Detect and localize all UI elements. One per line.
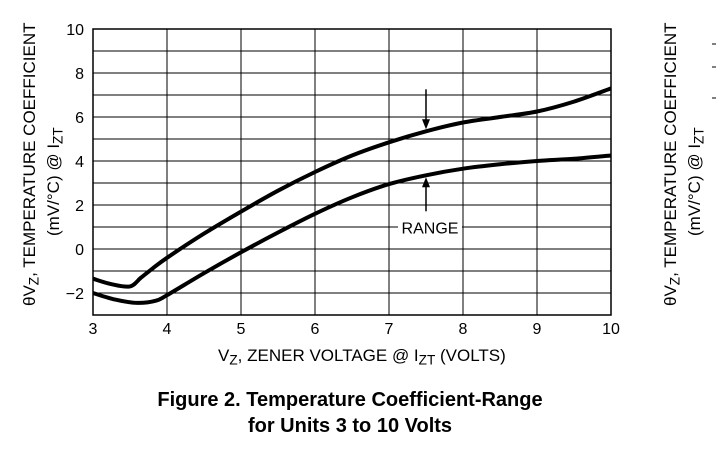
annotation-layer: RANGE xyxy=(398,89,462,239)
x-tick-label: 7 xyxy=(385,321,394,338)
plot-frame xyxy=(92,28,612,316)
y-tick-label: 8 xyxy=(75,66,84,83)
x-tick-label: 9 xyxy=(533,321,542,338)
y-axis-label-line2: (mV/°C) @ IZT xyxy=(44,127,66,236)
tick-label-layer: 3 4 5 6 7 8 9 10 10 8 6 4 2 0 −2 xyxy=(66,22,620,338)
adjacent-y-axis-label-line2: (mV/°C) @ IZT xyxy=(685,127,707,236)
y-tick-label: 6 xyxy=(75,110,84,127)
x-axis-label: VZ, ZENER VOLTAGE @ IZT (VOLTS) xyxy=(218,346,506,368)
range-arrow-up-head xyxy=(422,177,430,188)
adjacent-y-axis-label-line1: θVZ, TEMPERATURE COEFFICIENT xyxy=(661,22,683,307)
y-tick-label: 4 xyxy=(75,154,84,171)
y-tick-label: −2 xyxy=(66,286,84,303)
y-tick-label: 2 xyxy=(75,198,84,215)
range-label: RANGE xyxy=(402,220,459,237)
x-tick-label: 10 xyxy=(602,321,620,338)
y-axis-label: θVZ, TEMPERATURE COEFFICIENT (mV/°C) @ I… xyxy=(20,23,69,307)
x-tick-label: 5 xyxy=(237,321,246,338)
x-tick-label: 4 xyxy=(163,321,172,338)
series-line-upper xyxy=(92,86,612,289)
y-axis-label-line1: θVZ, TEMPERATURE COEFFICIENT xyxy=(20,22,42,307)
x-tick-label: 3 xyxy=(89,321,98,338)
range-arrow-down-head xyxy=(422,119,430,130)
figure-caption-line2: for Units 3 to 10 Volts xyxy=(247,415,453,437)
adjacent-figure-fragment xyxy=(712,43,716,99)
adjacent-y-axis-label: θVZ, TEMPERATURE COEFFICIENT (mV/°C) @ I… xyxy=(661,23,710,307)
series-layer xyxy=(92,86,612,305)
figure-caption-line1: Figure 2. Temperature Coefficient-Range xyxy=(157,389,543,411)
x-tick-label: 8 xyxy=(459,321,468,338)
y-tick-label: 10 xyxy=(66,22,84,39)
series-line-lower xyxy=(92,153,612,305)
grid-layer xyxy=(92,28,612,316)
range-label-bg xyxy=(398,216,462,239)
x-tick-label: 6 xyxy=(311,321,320,338)
y-tick-label: 0 xyxy=(75,242,84,259)
